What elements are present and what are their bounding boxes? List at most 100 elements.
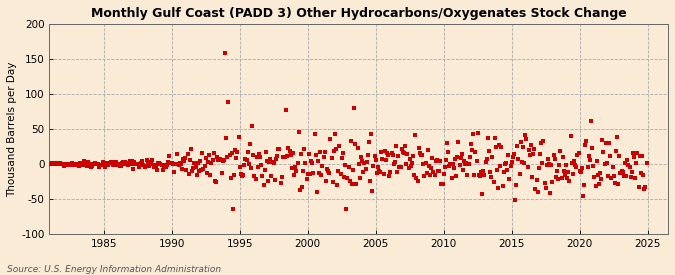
Point xyxy=(628,155,639,159)
Point xyxy=(224,153,235,157)
Point xyxy=(441,141,452,145)
Point xyxy=(379,149,390,153)
Point xyxy=(209,179,220,183)
Point xyxy=(626,170,637,174)
Point xyxy=(223,100,234,104)
Point xyxy=(601,161,612,165)
Point xyxy=(181,168,192,172)
Point xyxy=(326,156,337,160)
Point xyxy=(293,129,304,134)
Point xyxy=(409,173,420,178)
Point xyxy=(306,159,317,163)
Point xyxy=(281,108,292,112)
Point xyxy=(429,173,440,178)
Point xyxy=(566,161,577,166)
Point xyxy=(186,146,196,151)
Point xyxy=(299,147,310,151)
Point xyxy=(494,143,505,147)
Point xyxy=(469,172,480,177)
Point xyxy=(82,160,93,165)
Point xyxy=(257,174,268,178)
Point xyxy=(394,164,405,169)
Point xyxy=(265,156,275,161)
Point xyxy=(334,144,345,148)
Point xyxy=(533,166,544,170)
Point xyxy=(147,158,158,162)
Point xyxy=(561,163,572,168)
Point xyxy=(269,161,279,165)
Point xyxy=(526,175,537,180)
Point xyxy=(163,160,173,164)
Point xyxy=(448,162,458,166)
Point xyxy=(62,163,73,167)
Point xyxy=(573,151,584,156)
Point xyxy=(57,161,68,166)
Point xyxy=(60,163,71,167)
Point xyxy=(272,154,283,158)
Point xyxy=(514,172,525,177)
Point xyxy=(590,184,601,189)
Point xyxy=(329,132,340,136)
Point xyxy=(506,160,517,164)
Point xyxy=(169,170,180,174)
Point xyxy=(47,160,58,165)
Point xyxy=(510,198,520,202)
Point xyxy=(488,180,499,185)
Point xyxy=(250,177,261,181)
Point xyxy=(242,150,253,155)
Point xyxy=(196,168,207,173)
Point xyxy=(153,161,163,165)
Point xyxy=(491,168,502,173)
Point xyxy=(249,174,260,178)
Point xyxy=(314,171,325,175)
Point xyxy=(136,161,146,166)
Point xyxy=(152,168,163,172)
Point xyxy=(383,153,394,157)
Point xyxy=(580,142,591,147)
Point xyxy=(495,163,506,168)
Point xyxy=(436,182,447,186)
Point xyxy=(530,186,541,191)
Point xyxy=(593,182,604,186)
Point xyxy=(426,166,437,170)
Point xyxy=(76,163,86,167)
Point xyxy=(174,160,185,165)
Point xyxy=(340,163,350,167)
Point xyxy=(463,161,474,166)
Point xyxy=(486,174,497,179)
Point xyxy=(392,170,402,174)
Point xyxy=(319,150,330,154)
Point xyxy=(458,167,468,172)
Point xyxy=(316,173,327,177)
Point xyxy=(121,161,132,166)
Point xyxy=(634,154,645,158)
Point xyxy=(212,155,223,159)
Point xyxy=(54,161,65,166)
Point xyxy=(95,163,106,167)
Point xyxy=(146,161,157,166)
Point xyxy=(216,171,227,176)
Point xyxy=(261,150,271,154)
Point xyxy=(254,152,265,156)
Point xyxy=(171,161,182,166)
Point xyxy=(543,156,554,161)
Point xyxy=(353,162,364,166)
Point xyxy=(267,160,278,164)
Point xyxy=(55,162,66,167)
Point xyxy=(553,177,564,181)
Point xyxy=(362,152,373,157)
Point xyxy=(313,159,323,164)
Point xyxy=(167,162,178,166)
Point xyxy=(366,132,377,136)
Point xyxy=(369,153,380,158)
Point xyxy=(288,151,298,155)
Point xyxy=(578,183,589,187)
Point xyxy=(179,159,190,163)
Point xyxy=(130,162,141,166)
Point xyxy=(468,131,479,136)
Point xyxy=(309,132,320,136)
Point xyxy=(360,167,371,172)
Point xyxy=(204,153,215,157)
Point xyxy=(290,165,300,169)
Point xyxy=(403,166,414,170)
